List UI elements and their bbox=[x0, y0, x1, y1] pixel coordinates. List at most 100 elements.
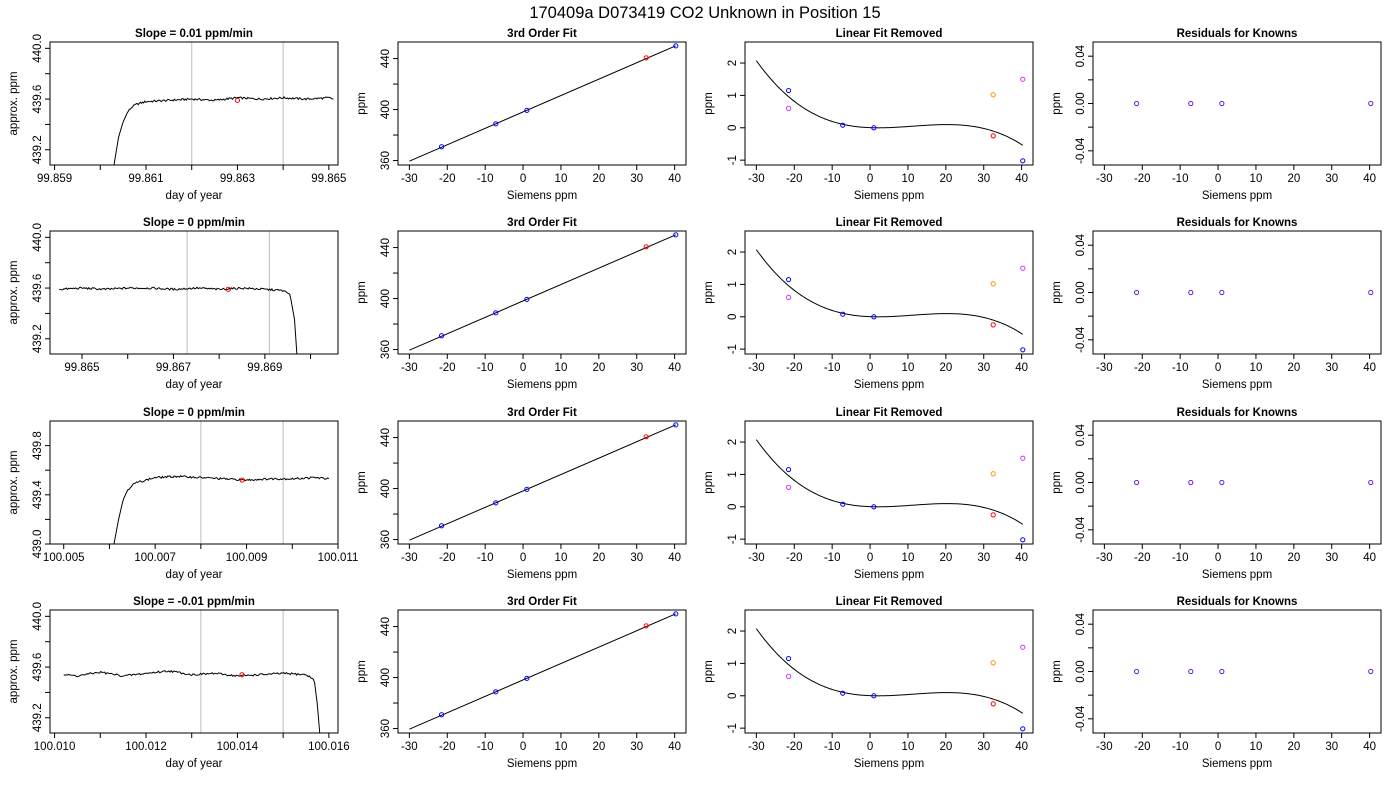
x-tick-label: 0 bbox=[520, 741, 526, 753]
x-tick-label: 40 bbox=[1015, 552, 1028, 564]
data-point-known bbox=[673, 43, 679, 49]
x-tick-label: 40 bbox=[668, 552, 681, 564]
y-axis-label: approx. ppm bbox=[8, 451, 20, 515]
x-axis-label: Siemens ppm bbox=[1202, 758, 1272, 770]
y-tick-label: 440.0 bbox=[32, 223, 44, 252]
x-tick-label: 20 bbox=[1287, 173, 1300, 185]
data-point-residual bbox=[1133, 289, 1140, 296]
y-tick-label: -0.04 bbox=[1075, 705, 1087, 732]
x-tick-label: -20 bbox=[1134, 173, 1151, 185]
panel-title: 3rd Order Fit bbox=[507, 596, 577, 608]
data-point-known bbox=[673, 611, 679, 617]
y-tick-label: -1 bbox=[727, 534, 739, 544]
plot-frame bbox=[744, 230, 1034, 355]
x-tick-label: 40 bbox=[668, 741, 681, 753]
panel-0-2: Linear Fit Removed-30 -20 -10 0 10 20 30 40-101… bbox=[703, 28, 1034, 202]
y-tick-label: -0.04 bbox=[1075, 516, 1087, 543]
y-tick-label: 400 bbox=[380, 289, 392, 308]
x-tick-label: 20 bbox=[1287, 552, 1300, 564]
x-tick-label: 40 bbox=[1015, 362, 1028, 374]
panel-3-2: Linear Fit Removed-30 -20 -10 0 10 20 30 40-101… bbox=[703, 596, 1034, 770]
y-tick-label: 0.00 bbox=[1075, 471, 1087, 493]
data-point-residual bbox=[1133, 100, 1140, 107]
plot-frame bbox=[49, 41, 339, 166]
x-tick-label: 20 bbox=[592, 552, 605, 564]
x-tick-label: -10 bbox=[1172, 362, 1189, 374]
x-tick-label: 99.865 bbox=[311, 173, 346, 185]
y-tick-label: 0.04 bbox=[1075, 423, 1087, 446]
y-axis-label: approx. ppm bbox=[8, 261, 20, 325]
x-tick-label: 20 bbox=[939, 552, 952, 564]
x-tick-label: -20 bbox=[439, 173, 456, 185]
y-tick-label: 439.8 bbox=[32, 431, 44, 460]
y-tick-label: 439.2 bbox=[32, 324, 44, 353]
x-axis-label: day of year bbox=[166, 758, 223, 770]
panel-content bbox=[755, 628, 1024, 714]
data-point-known bbox=[840, 501, 846, 507]
panel-title: Linear Fit Removed bbox=[836, 407, 943, 419]
x-tick-label: 0 bbox=[1215, 173, 1221, 185]
plot-frame bbox=[397, 41, 687, 166]
x-tick-label: 20 bbox=[592, 173, 605, 185]
data-point-magenta bbox=[785, 105, 792, 111]
y-tick-label: 400 bbox=[380, 668, 392, 687]
y-axis-label: ppm bbox=[703, 471, 715, 493]
x-axis-label: day of year bbox=[166, 190, 223, 202]
x-tick-label: 30 bbox=[977, 741, 990, 753]
x-tick-label: 99.867 bbox=[156, 362, 191, 374]
y-tick-label: 400 bbox=[380, 100, 392, 119]
y-tick-label: 440.0 bbox=[32, 602, 44, 631]
y-tick-label: 440 bbox=[380, 617, 392, 636]
panel-title: 3rd Order Fit bbox=[507, 217, 577, 229]
x-tick-label: 10 bbox=[555, 741, 568, 753]
panel-content bbox=[755, 249, 1024, 335]
x-tick-label: 0 bbox=[1215, 362, 1221, 374]
x-tick-label: -20 bbox=[439, 552, 456, 564]
y-axis-label: approx. ppm bbox=[8, 640, 20, 704]
residual-curve bbox=[755, 249, 1024, 335]
panel-3-0: Slope = -0.01 ppm/min 100.010 100.012 100.0… bbox=[8, 596, 350, 770]
panel-0-0: Slope = 0.01 ppm/min 99.859 99.861 99.863 99… bbox=[8, 28, 346, 202]
panel-2-3: Residuals for Knowns -30 -20 -10 0 10 20 30 40 -0… bbox=[1051, 407, 1382, 581]
x-tick-label: -10 bbox=[477, 552, 494, 564]
x-tick-label: -30 bbox=[748, 552, 765, 564]
data-point-orange bbox=[990, 92, 996, 98]
x-tick-label: 100.010 bbox=[34, 741, 76, 753]
data-point-magenta bbox=[1020, 455, 1026, 461]
data-point-known bbox=[493, 500, 499, 506]
x-tick-label: 10 bbox=[902, 173, 915, 185]
panel-title: Linear Fit Removed bbox=[836, 596, 943, 608]
x-tick-label: -10 bbox=[477, 173, 494, 185]
y-tick-label: 439.4 bbox=[32, 480, 44, 509]
data-point-known bbox=[871, 693, 877, 699]
x-axis-label: Siemens ppm bbox=[854, 190, 924, 202]
y-tick-label: 1 bbox=[727, 281, 739, 287]
x-tick-label: 0 bbox=[520, 173, 526, 185]
x-tick-label: 99.863 bbox=[220, 173, 255, 185]
y-tick-label: 0.00 bbox=[1075, 281, 1087, 303]
data-point-highlight bbox=[643, 434, 649, 440]
y-tick-label: 439.6 bbox=[32, 85, 44, 114]
data-point-residual bbox=[1188, 479, 1194, 486]
panel-content bbox=[63, 669, 321, 733]
x-tick-label: 20 bbox=[592, 362, 605, 374]
y-tick-label: -1 bbox=[727, 344, 739, 354]
panel-content bbox=[409, 424, 676, 541]
data-point-known bbox=[493, 121, 499, 127]
x-axis-label: Siemens ppm bbox=[1202, 379, 1272, 391]
x-axis-label: Siemens ppm bbox=[854, 379, 924, 391]
data-point-magenta bbox=[1020, 644, 1026, 650]
data-point-magenta bbox=[785, 484, 792, 490]
x-axis-label: Siemens ppm bbox=[507, 379, 577, 391]
x-tick-label: 0 bbox=[867, 741, 873, 753]
plot-frame bbox=[1092, 609, 1382, 734]
data-point-residual bbox=[1219, 100, 1225, 107]
panel-content bbox=[113, 474, 330, 544]
x-tick-label: 0 bbox=[1215, 741, 1221, 753]
figure-title: 170409a D073419 CO2 Unknown in Position … bbox=[529, 4, 880, 22]
y-tick-label: 439.6 bbox=[32, 274, 44, 303]
data-point-known bbox=[493, 689, 499, 695]
y-tick-label: 360 bbox=[380, 340, 392, 359]
x-tick-label: -10 bbox=[1172, 741, 1189, 753]
panel-0-1: 3rd Order Fit -30 -20 -10 0 10 20 30 40 360 400 440… bbox=[356, 28, 687, 202]
